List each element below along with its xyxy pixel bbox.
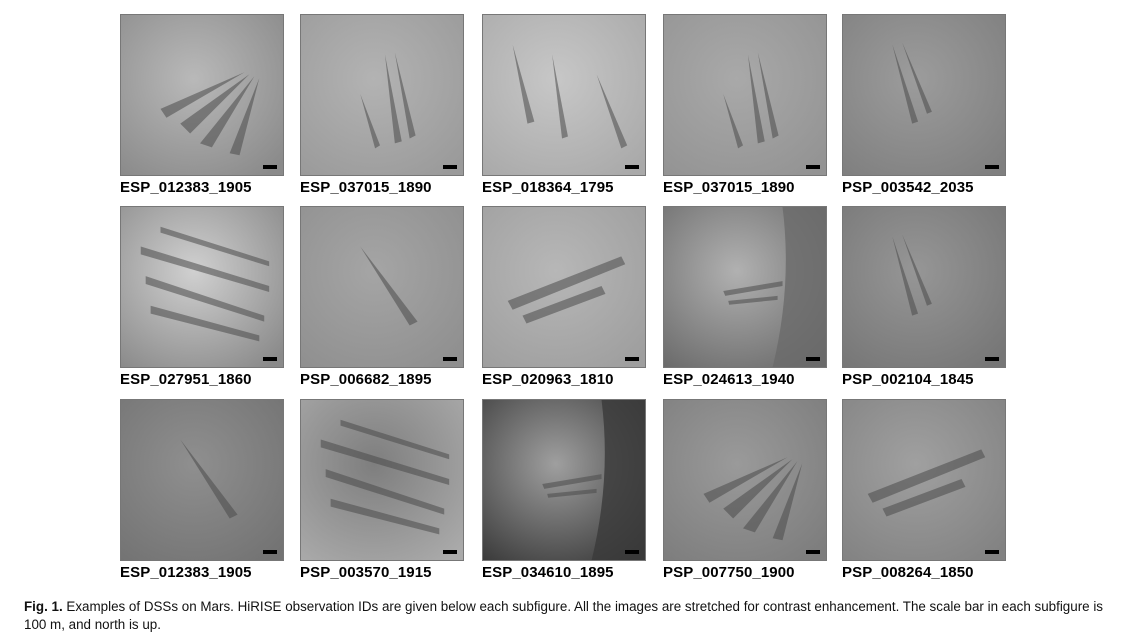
figure-caption: Fig. 1. Examples of DSSs on Mars. HiRISE…: [24, 598, 1112, 634]
scale-bar: [625, 165, 639, 169]
observation-id-label: ESP_018364_1795: [482, 179, 614, 196]
observation-id-label: PSP_002104_1845: [842, 371, 974, 388]
hirise-image: [120, 206, 284, 368]
observation-id-label: PSP_003570_1915: [300, 564, 432, 581]
hirise-image: [842, 14, 1006, 176]
scale-bar: [806, 165, 820, 169]
observation-id-label: PSP_008264_1850: [842, 564, 974, 581]
scale-bar: [263, 165, 277, 169]
hirise-image: [482, 14, 646, 176]
scale-bar: [443, 165, 457, 169]
observation-id-label: ESP_037015_1890: [663, 179, 795, 196]
scale-bar: [263, 550, 277, 554]
observation-id-label: PSP_003542_2035: [842, 179, 974, 196]
hirise-image: [482, 206, 646, 368]
hirise-image: [842, 399, 1006, 561]
scale-bar: [985, 550, 999, 554]
scale-bar: [985, 357, 999, 361]
hirise-image: [842, 206, 1006, 368]
hirise-image: [482, 399, 646, 561]
scale-bar: [985, 165, 999, 169]
scale-bar: [625, 357, 639, 361]
observation-id-label: PSP_007750_1900: [663, 564, 795, 581]
caption-label: Fig. 1.: [24, 599, 63, 614]
observation-id-label: ESP_027951_1860: [120, 371, 252, 388]
caption-text: Examples of DSSs on Mars. HiRISE observa…: [24, 599, 1103, 632]
hirise-image: [300, 399, 464, 561]
observation-id-label: ESP_024613_1940: [663, 371, 795, 388]
observation-id-label: ESP_037015_1890: [300, 179, 432, 196]
scale-bar: [263, 357, 277, 361]
observation-id-label: ESP_020963_1810: [482, 371, 614, 388]
hirise-image: [300, 14, 464, 176]
hirise-image: [663, 206, 827, 368]
observation-id-label: ESP_034610_1895: [482, 564, 614, 581]
scale-bar: [806, 357, 820, 361]
hirise-image: [663, 14, 827, 176]
scale-bar: [806, 550, 820, 554]
scale-bar: [443, 357, 457, 361]
hirise-image: [120, 399, 284, 561]
observation-id-label: ESP_012383_1905: [120, 179, 252, 196]
scale-bar: [443, 550, 457, 554]
hirise-image: [120, 14, 284, 176]
observation-id-label: ESP_012383_1905: [120, 564, 252, 581]
observation-id-label: PSP_006682_1895: [300, 371, 432, 388]
scale-bar: [625, 550, 639, 554]
hirise-image: [300, 206, 464, 368]
hirise-image: [663, 399, 827, 561]
